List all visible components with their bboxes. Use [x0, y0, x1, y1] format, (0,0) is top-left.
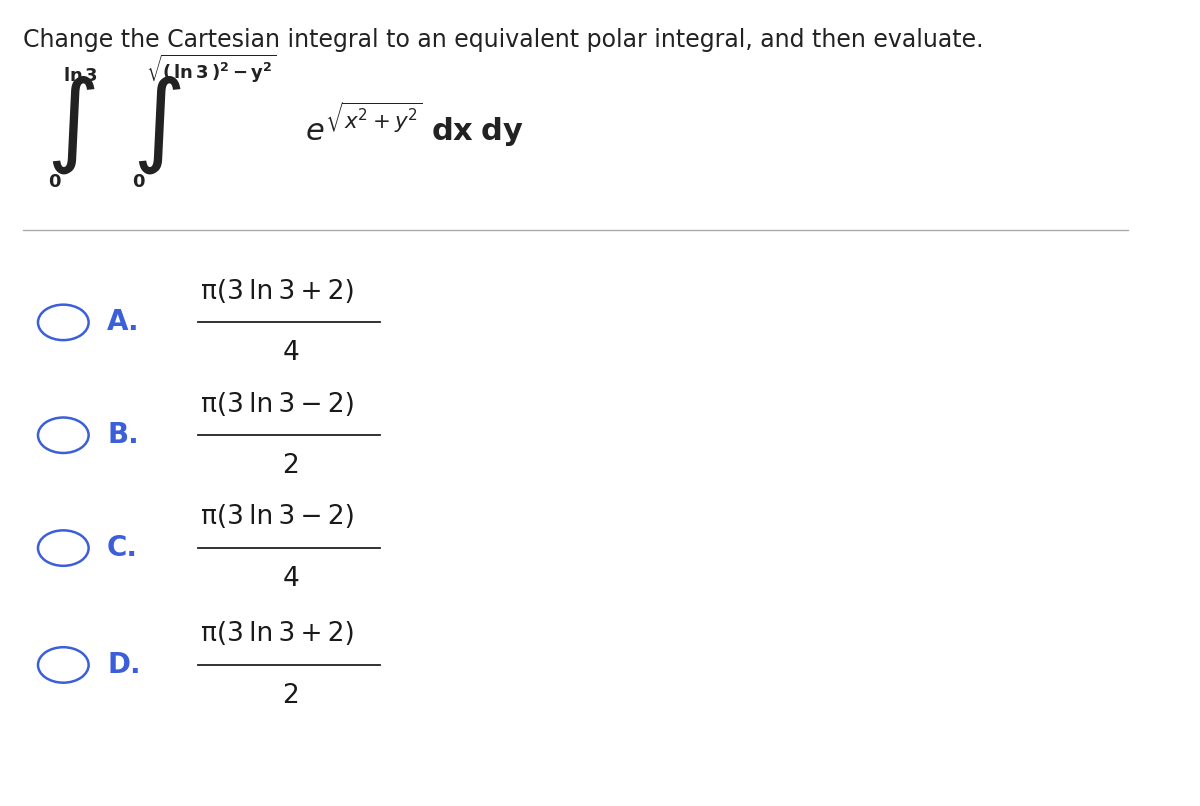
Text: 2: 2	[282, 683, 299, 708]
Text: 4: 4	[282, 340, 299, 366]
Text: B.: B.	[107, 422, 139, 449]
Text: $\int$: $\int$	[46, 73, 96, 177]
Text: π(3 ln 3 − 2): π(3 ln 3 − 2)	[202, 505, 355, 530]
Text: $\mathbf{ln\,3}$: $\mathbf{ln\,3}$	[64, 67, 98, 85]
Text: Change the Cartesian integral to an equivalent polar integral, and then evaluate: Change the Cartesian integral to an equi…	[23, 28, 984, 52]
Text: π(3 ln 3 + 2): π(3 ln 3 + 2)	[202, 279, 355, 305]
Text: $\mathbf{\sqrt{(\,ln\,3\,)^2 - y^2}}$: $\mathbf{\sqrt{(\,ln\,3\,)^2 - y^2}}$	[146, 52, 276, 85]
Text: $e^{\sqrt{x^2+y^2}}$ $\mathbf{dx\;dy}$: $e^{\sqrt{x^2+y^2}}$ $\mathbf{dx\;dy}$	[305, 101, 524, 149]
Text: $\int$: $\int$	[132, 73, 181, 177]
Text: 2: 2	[282, 453, 299, 479]
Text: π(3 ln 3 − 2): π(3 ln 3 − 2)	[202, 392, 355, 418]
Text: A.: A.	[107, 309, 139, 336]
Text: C.: C.	[107, 534, 138, 562]
Text: 4: 4	[282, 566, 299, 592]
Text: π(3 ln 3 + 2): π(3 ln 3 + 2)	[202, 621, 355, 647]
Text: $\mathbf{0}$: $\mathbf{0}$	[48, 173, 62, 191]
Text: $\mathbf{0}$: $\mathbf{0}$	[132, 173, 146, 191]
Text: D.: D.	[107, 651, 140, 679]
